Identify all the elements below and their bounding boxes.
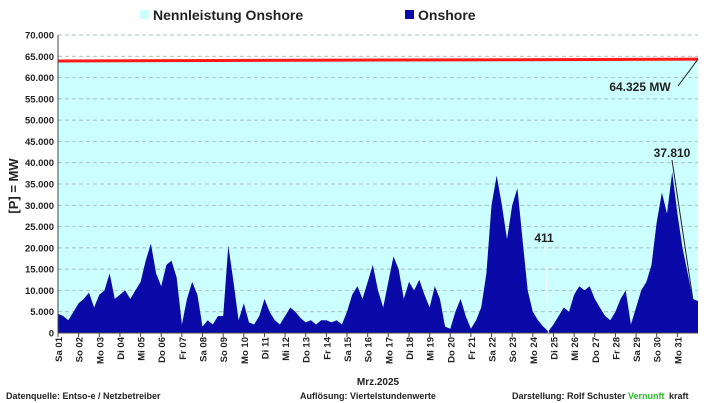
x-tick-label: Sa 22 [488, 337, 499, 362]
x-tick-label: So 02 [75, 337, 86, 362]
leader-line [671, 159, 694, 300]
x-tick-label: Mo 03 [95, 337, 106, 364]
y-tick-label: 65.000 [25, 52, 54, 63]
y-tick-label: 30.000 [25, 201, 54, 212]
y-tick-label: 40.000 [25, 158, 54, 169]
x-tick-label: Sa 08 [199, 337, 210, 362]
onshore-area [58, 172, 698, 333]
x-axis-label: Mrz.2025 [357, 377, 400, 388]
x-tick-label: Fr 07 [178, 337, 189, 360]
x-tick-label: So 09 [219, 337, 230, 362]
y-tick-label: 0 [49, 329, 54, 340]
y-tick-label: 35.000 [25, 180, 54, 191]
y-tick-label: 55.000 [25, 94, 54, 105]
capacity-area [58, 59, 698, 333]
annotation: 37.810 [654, 146, 691, 160]
x-tick-label: Mo 24 [529, 336, 540, 364]
y-tick-label: 70.000 [25, 31, 54, 42]
x-tick-label: Do 06 [157, 337, 168, 363]
annotation: 64.325 MW [609, 80, 671, 94]
legend: Nennleistung Onshore Onshore [140, 7, 476, 23]
x-tick-label: Mi 19 [426, 337, 437, 361]
x-tick-label: Sa 29 [632, 337, 643, 362]
y-tick-label: 15.000 [25, 265, 54, 276]
footer-brand: kraft [669, 391, 689, 401]
x-tick-label: So 30 [653, 337, 664, 362]
y-tick-label: 10.000 [25, 286, 54, 297]
x-tick-label: Sa 01 [54, 336, 65, 362]
y-tick-label: 45.000 [25, 137, 54, 148]
x-tick-label: Sa 15 [343, 336, 354, 362]
x-tick-label: Fr 28 [611, 337, 622, 360]
y-tick-label: 5.000 [30, 307, 54, 318]
legend-label: Nennleistung Onshore [153, 7, 303, 23]
x-tick-label: Di 18 [405, 337, 416, 360]
footer-brand: Vernunft [628, 391, 665, 401]
x-tick-label: So 23 [508, 337, 519, 362]
y-axis-label: [P] = MW [6, 158, 21, 214]
legend-swatch [140, 10, 149, 19]
x-tick-label: Di 04 [116, 336, 127, 359]
legend-label: Onshore [418, 7, 476, 23]
x-tick-label: Mo 10 [240, 337, 251, 364]
y-tick-label: 60.000 [25, 73, 54, 84]
x-tick-label: Mi 26 [570, 337, 581, 361]
x-tick-label: Fr 14 [322, 336, 333, 359]
x-tick-label: Fr 21 [467, 336, 478, 359]
x-tick-label: Di 25 [549, 336, 560, 359]
x-tick-label: Mi 05 [137, 336, 148, 360]
x-tick-label: Do 27 [591, 337, 602, 363]
x-tick-label: Mo 17 [384, 337, 395, 364]
x-tick-label: Do 20 [446, 337, 457, 363]
y-tick-label: 25.000 [25, 222, 54, 233]
x-tick-label: Di 11 [260, 336, 271, 359]
leader-line [677, 58, 699, 87]
annotation: 411 [534, 231, 554, 245]
footer-author: Darstellung: Rolf Schuster [512, 391, 626, 401]
x-tick-label: Mi 12 [281, 337, 292, 361]
capacity-line [57, 57, 699, 63]
y-tick-label: 50.000 [25, 116, 54, 127]
footer-resolution: Auflösung: Viertelstundenwerte [300, 391, 436, 401]
y-tick-label: 20.000 [25, 243, 54, 254]
x-tick-label: Mo 31 [673, 336, 684, 364]
footer-source: Datenquelle: Entso-e / Netzbetreiber [6, 391, 161, 401]
leader-line [544, 245, 549, 334]
x-tick-label: So 16 [364, 337, 375, 362]
x-tick-label: Do 13 [302, 337, 313, 363]
legend-swatch [405, 10, 414, 19]
